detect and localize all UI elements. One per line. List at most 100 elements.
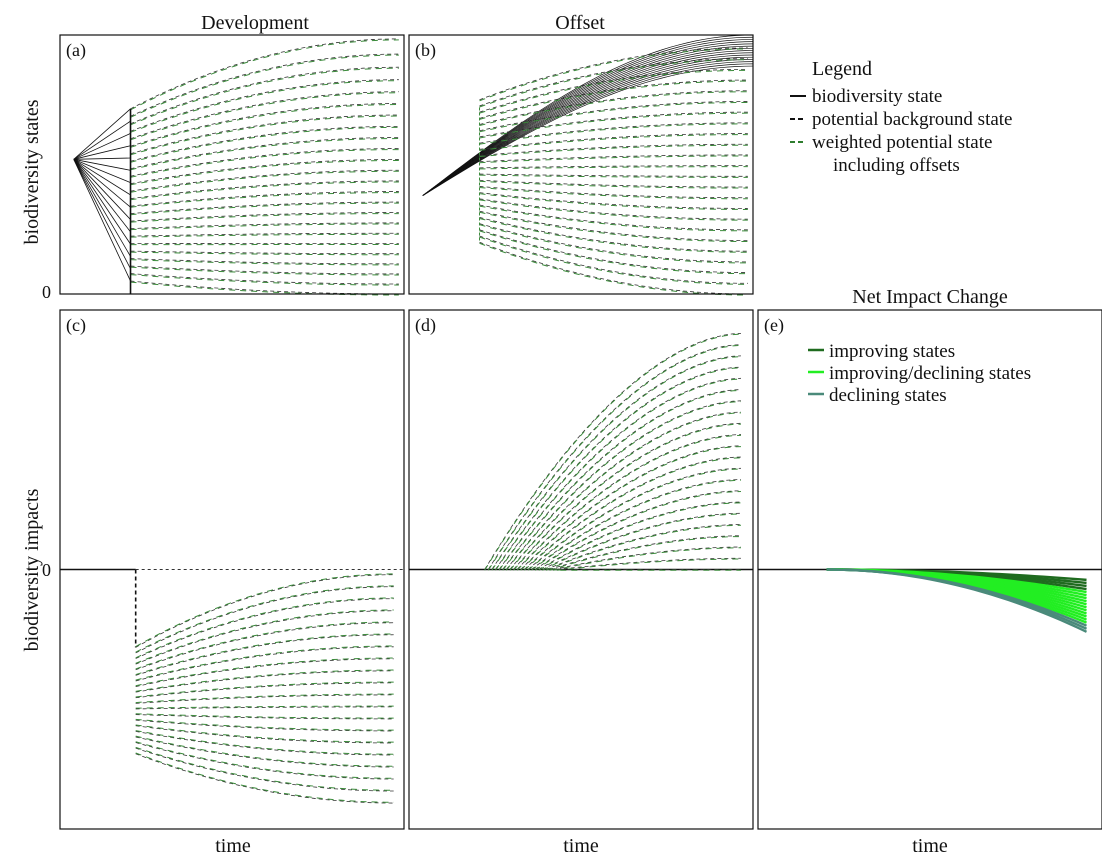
panel-b: (b) <box>408 34 754 296</box>
net-change-line-e-17 <box>826 568 1088 633</box>
impact-line-c-3 <box>135 610 394 665</box>
panel-e-label: (e) <box>764 315 784 336</box>
weighted-line-b-8 <box>479 134 748 151</box>
background-line-a-1 <box>130 53 399 117</box>
background-line-b-7 <box>479 122 748 144</box>
impact-line-d-20 <box>556 557 741 570</box>
weighted-line-a-1 <box>130 54 399 118</box>
weighted-line-a-23 <box>130 281 399 296</box>
ytick-zero-states: 0 <box>42 282 51 302</box>
legend-e-declining-label: declining states <box>829 385 947 406</box>
impact-line-d-8 <box>513 422 741 570</box>
impact-line-d-19 <box>553 546 741 570</box>
state-line-a-6 <box>73 158 131 184</box>
background-line-b-9 <box>479 143 748 156</box>
background-line-b-4 <box>479 90 748 125</box>
weighted-impact-c-1 <box>135 585 394 653</box>
weighted-line-a-9 <box>130 149 399 178</box>
weighted-line-a-15 <box>130 213 399 223</box>
weighted-line-b-16 <box>479 199 748 221</box>
weighted-line-a-19 <box>130 251 399 256</box>
weighted-line-a-7 <box>130 126 399 163</box>
state-line-b-12 <box>422 61 754 196</box>
state-line-b-10 <box>422 56 754 196</box>
weighted-impact-d-12 <box>527 468 741 571</box>
weighted-impact-c-8 <box>135 669 394 692</box>
weighted-line-a-20 <box>130 259 399 266</box>
background-line-a-22 <box>130 273 399 285</box>
weighted-line-a-8 <box>130 138 399 171</box>
legend-title: Legend <box>812 58 872 80</box>
weighted-line-b-2 <box>479 69 748 114</box>
state-line-a-0 <box>73 108 131 160</box>
impact-line-c-12 <box>135 714 394 720</box>
state-line-b-5 <box>422 45 754 196</box>
weighted-line-b-10 <box>479 155 748 164</box>
legend-state-label: biodiversity state <box>812 86 942 107</box>
state-line-a-1 <box>73 120 131 160</box>
background-line-b-23 <box>479 241 748 295</box>
impact-line-c-8 <box>135 670 394 693</box>
weighted-line-b-4 <box>479 91 748 127</box>
weighted-impact-d-11 <box>523 457 741 571</box>
state-line-b-13 <box>422 63 754 196</box>
impact-line-c-19 <box>135 753 394 804</box>
impact-line-d-11 <box>524 456 741 570</box>
impact-line-d-18 <box>549 535 741 570</box>
weighted-line-a-10 <box>130 159 399 186</box>
ylabel-states: biodiversity states <box>21 99 43 244</box>
xlabel-d: time <box>563 835 599 857</box>
impact-line-d-9 <box>516 434 741 570</box>
state-line-a-12 <box>73 159 131 257</box>
background-line-a-21 <box>130 265 399 275</box>
legend-weighted-label: weighted potential state <box>812 132 992 153</box>
background-line-a-13 <box>130 191 399 207</box>
state-line-a-10 <box>73 159 131 233</box>
impact-line-c-7 <box>135 658 394 687</box>
background-line-a-6 <box>130 114 399 155</box>
background-line-a-11 <box>130 169 399 192</box>
state-line-a-3 <box>73 145 131 160</box>
panel-a-label: (a) <box>66 40 86 61</box>
legend-e-mixed-label: improving/declining states <box>829 363 1031 384</box>
weighted-line-a-21 <box>130 266 399 276</box>
impact-line-c-13 <box>135 719 394 732</box>
panel-e: (e) improving states improving/declining… <box>757 309 1102 830</box>
impact-line-d-15 <box>538 501 741 570</box>
weighted-impact-c-18 <box>135 746 394 791</box>
impact-line-c-5 <box>135 634 394 676</box>
state-line-a-7 <box>73 158 131 196</box>
impact-line-c-16 <box>135 736 394 768</box>
weighted-line-a-22 <box>130 274 399 286</box>
weighted-line-b-12 <box>479 174 748 178</box>
impact-line-d-13 <box>531 479 741 570</box>
panel-b-label: (b) <box>415 40 436 61</box>
impact-line-c-0 <box>135 574 394 648</box>
weighted-line-a-13 <box>130 192 399 208</box>
title-net-impact-change: Net Impact Change <box>852 286 1008 308</box>
weighted-impact-d-18 <box>549 536 741 571</box>
weighted-impact-d-0 <box>484 333 741 571</box>
impact-line-d-6 <box>505 400 741 570</box>
weighted-line-b-7 <box>479 123 748 145</box>
state-line-a-2 <box>73 133 131 160</box>
impact-line-d-2 <box>491 355 741 570</box>
background-line-a-17 <box>130 232 399 237</box>
weighted-line-b-20 <box>479 224 748 264</box>
weighted-impact-d-17 <box>545 524 741 571</box>
weighted-impact-d-8 <box>513 423 741 571</box>
background-line-a-10 <box>130 159 399 185</box>
state-line-b-7 <box>422 50 754 196</box>
title-development: Development <box>201 12 309 34</box>
weighted-impact-d-6 <box>505 401 741 571</box>
ylabel-impacts: biodiversity impacts <box>21 488 43 651</box>
weighted-line-a-12 <box>130 181 399 201</box>
impact-line-c-17 <box>135 742 394 780</box>
weighted-line-a-14 <box>130 202 399 216</box>
weighted-line-b-17 <box>479 205 748 232</box>
background-line-a-2 <box>130 66 399 125</box>
weighted-line-b-5 <box>479 101 748 133</box>
weighted-line-b-13 <box>479 180 748 189</box>
weighted-impact-c-4 <box>135 621 394 670</box>
xlabel-e: time <box>912 835 948 857</box>
